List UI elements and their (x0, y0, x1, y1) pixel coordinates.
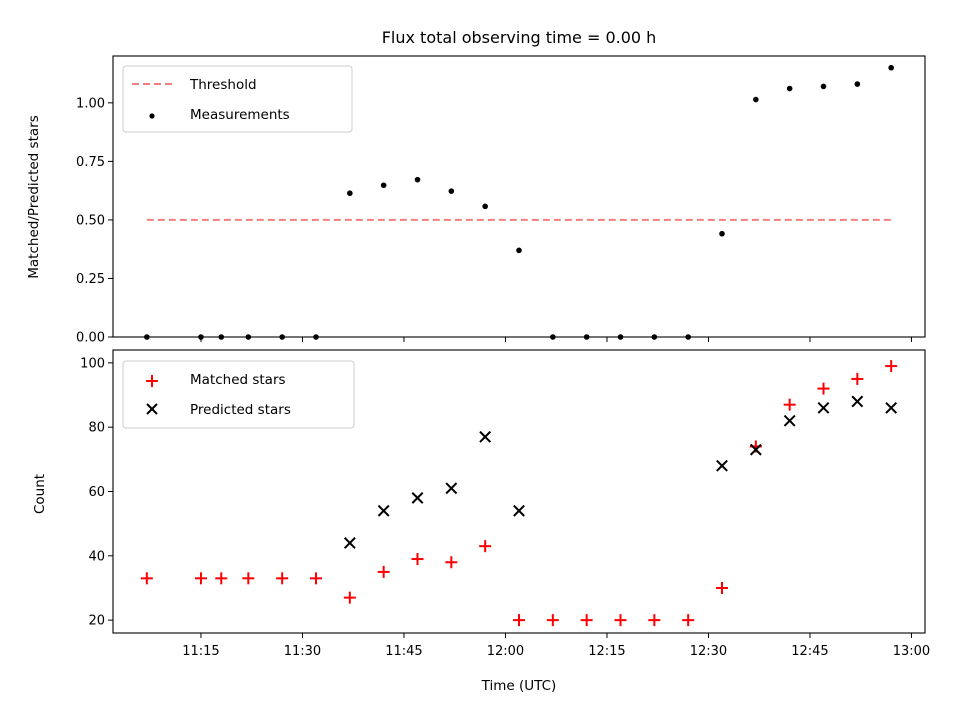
matched-star-marker (817, 382, 830, 395)
measurement-point (753, 96, 759, 103)
top-plot-frame (112, 55, 926, 338)
matched-star-marker (682, 614, 695, 627)
measurement-point (786, 85, 793, 92)
matched-star-marker (580, 614, 593, 627)
measurement-point (719, 230, 725, 237)
matched-star-marker (411, 553, 424, 566)
top-panel: Flux total observing time = 0.00 h Match… (26, 28, 926, 346)
bottom-plot-frame (112, 349, 926, 634)
predicted-legend-swatch (146, 403, 158, 415)
top-y-tick-label: 0.75 (76, 155, 105, 170)
matched-star-marker (140, 572, 153, 585)
predicted-stars-layer (343, 395, 898, 549)
predicted-star-marker (817, 401, 830, 414)
predicted-star-marker (885, 401, 898, 414)
matched-star-marker (885, 360, 898, 373)
matched-star-marker (194, 572, 207, 585)
measurement-point (448, 188, 455, 194)
matched-star-marker (851, 372, 864, 385)
bottom-x-tick-label: 11:15 (182, 644, 219, 659)
bottom-x-tick-label: 11:45 (385, 644, 422, 659)
predicted-star-marker (716, 459, 728, 472)
matched-star-marker (546, 614, 559, 627)
predicted-star-marker (513, 504, 525, 517)
matched-star-marker (783, 398, 796, 411)
bottom-x-tick-label: 12:45 (791, 644, 828, 659)
matched-star-marker (310, 572, 322, 585)
measurement-point (347, 190, 353, 197)
bottom-x-tick-label: 11:30 (284, 644, 321, 659)
matched-star-marker (377, 565, 390, 578)
matched-star-marker (513, 614, 525, 627)
matched-star-marker (242, 572, 255, 585)
bottom-legend: Matched stars Predicted stars (122, 360, 355, 429)
measurements-legend-swatch (149, 113, 155, 119)
chart-title: Flux total observing time = 0.00 h (382, 28, 657, 47)
matched-star-marker (276, 572, 289, 585)
predicted-star-marker (851, 395, 864, 408)
bottom-x-tick-label: 12:15 (588, 644, 625, 659)
matched-legend-swatch (146, 375, 158, 387)
matched-star-marker (215, 572, 228, 585)
top-y-tick-label: 0.00 (76, 331, 105, 346)
top-y-tick-label: 1.00 (76, 96, 105, 111)
bottom-x-tick-label: 13:00 (893, 644, 930, 659)
measurement-point (380, 182, 387, 189)
top-legend-box (122, 65, 353, 133)
top-y-tick-label: 0.25 (76, 272, 105, 287)
bottom-y-ticks: 20 40 60 80 100 (80, 356, 113, 629)
predicted-star-marker (445, 482, 458, 495)
bottom-x-ticks: 11:15 11:30 11:45 12:00 12:15 12:30 12:45 13:00 (182, 633, 930, 659)
bottom-x-tick-label: 12:30 (690, 644, 727, 659)
top-legend: Threshold Measurements (122, 65, 353, 133)
bottom-y-tick-label: 80 (88, 421, 105, 436)
threshold-legend-label: Threshold (189, 77, 257, 93)
predicted-legend-label: Predicted stars (190, 402, 291, 418)
matched-star-marker (343, 591, 356, 604)
predicted-star-marker (479, 430, 492, 443)
bottom-y-tick-label: 60 (88, 485, 105, 500)
predicted-star-marker (343, 537, 356, 549)
bottom-y-axis-label: Count (32, 474, 48, 514)
measurement-point (482, 203, 488, 210)
measurements-legend-label: Measurements (190, 107, 290, 123)
predicted-star-marker (749, 443, 762, 456)
matched-stars-layer (140, 360, 898, 627)
measurement-point (888, 64, 894, 71)
bottom-legend-box (122, 360, 355, 429)
x-axis-label: Time (UTC) (481, 678, 557, 694)
top-x-ticks (200, 337, 912, 342)
matched-star-marker (445, 556, 458, 569)
measurement-point (820, 83, 827, 90)
measurement-point (414, 176, 421, 183)
bottom-y-tick-label: 40 (88, 549, 105, 564)
predicted-star-marker (377, 504, 390, 517)
bottom-x-tick-label: 12:00 (487, 644, 524, 659)
bottom-y-tick-label: 20 (88, 614, 105, 629)
measurement-point (516, 247, 522, 254)
matched-star-marker (648, 614, 661, 627)
matched-star-marker (716, 581, 728, 594)
matched-star-marker (614, 614, 627, 627)
predicted-star-marker (411, 492, 424, 504)
top-y-ticks: 0.00 0.25 0.50 0.75 1.00 (76, 96, 113, 346)
top-y-axis-label: Matched/Predicted stars (26, 115, 42, 278)
bottom-y-tick-label: 100 (80, 356, 105, 371)
matched-legend-label: Matched stars (190, 372, 286, 388)
predicted-star-marker (783, 414, 796, 427)
measurement-point (854, 81, 861, 87)
matched-star-marker (479, 540, 492, 553)
top-y-tick-label: 0.50 (76, 213, 105, 228)
